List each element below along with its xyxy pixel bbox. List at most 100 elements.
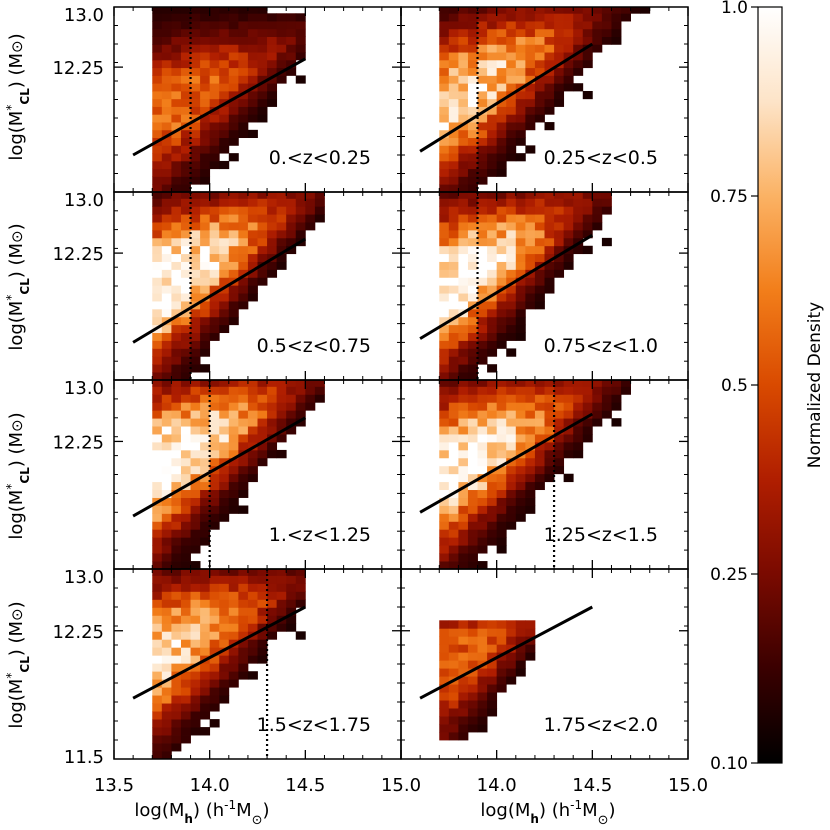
heatmap-cell: [180, 293, 191, 302]
heatmap-cell: [200, 106, 211, 115]
heatmap-cell: [152, 703, 163, 712]
heatmap-cell: [190, 647, 201, 656]
heatmap-cell: [554, 253, 565, 262]
x-tick-label: 15.0: [668, 775, 708, 796]
heatmap-cell: [458, 732, 469, 741]
heatmap-cell: [209, 481, 220, 491]
heatmap-cell: [267, 607, 278, 616]
heatmap-cell: [467, 529, 478, 538]
heatmap-cell: [477, 75, 488, 84]
heatmap-cell: [161, 380, 172, 387]
heatmap-cell: [458, 184, 469, 193]
heatmap-cell: [630, 7, 641, 14]
heatmap-cell: [477, 380, 488, 387]
heatmap-cell: [190, 176, 201, 185]
heatmap-cell: [190, 198, 201, 207]
heatmap-cell: [496, 245, 507, 255]
heatmap-cell: [525, 122, 536, 131]
heatmap-cell: [257, 583, 268, 592]
heatmap-cell: [448, 394, 459, 403]
heatmap-cell: [219, 457, 230, 467]
heatmap-cell: [276, 52, 287, 61]
heatmap-cell: [506, 59, 517, 69]
heatmap-cell: [200, 671, 211, 680]
heatmap-cell: [496, 145, 507, 154]
heatmap-cell: [171, 348, 182, 357]
heatmap-cell: [238, 441, 249, 451]
heatmap-cell: [573, 449, 584, 459]
heatmap-cell: [439, 214, 450, 223]
heatmap-cell: [152, 521, 163, 530]
heatmap-cell: [180, 727, 191, 736]
heatmap-cell: [219, 122, 230, 131]
heatmap-cell: [458, 441, 469, 451]
fit-line-panel-7: [132, 605, 307, 700]
heatmap-cell: [209, 316, 220, 326]
heatmap-panel-5: [152, 380, 325, 570]
heatmap-cell: [487, 364, 498, 373]
heatmap-cell: [171, 356, 182, 365]
heatmap-cell: [563, 434, 574, 443]
heatmap-cell: [209, 489, 220, 498]
heatmap-cell: [276, 44, 287, 53]
heatmap-cell: [200, 229, 211, 239]
heatmap-cell: [496, 44, 507, 53]
heatmap-cell: [295, 569, 306, 576]
heatmap-cell: [592, 21, 603, 30]
heatmap-cell: [171, 285, 182, 294]
heatmap-cell: [534, 394, 545, 403]
heatmap-cell: [573, 59, 584, 69]
heatmap-cell: [209, 269, 220, 278]
heatmap-cell: [171, 198, 182, 207]
heatmap-cell: [458, 553, 469, 562]
heatmap-cell: [152, 575, 163, 584]
heatmap-cell: [467, 434, 478, 443]
heatmap-cell: [238, 402, 249, 411]
heatmap-cell: [180, 222, 191, 231]
heatmap-cell: [525, 106, 536, 115]
heatmap-cell: [458, 708, 469, 717]
heatmap-cell: [200, 222, 211, 231]
heatmap-cell: [487, 457, 498, 467]
heatmap-cell: [171, 253, 182, 262]
heatmap-cell: [439, 668, 450, 677]
heatmap-cell: [458, 160, 469, 170]
heatmap-cell: [228, 441, 239, 451]
heatmap-cell: [554, 21, 565, 30]
heatmap-cell: [171, 114, 182, 123]
heatmap-cell: [582, 28, 593, 37]
heatmap-cell: [525, 441, 536, 451]
heatmap-cell: [180, 137, 191, 146]
heatmap-cell: [601, 380, 612, 387]
heatmap-cell: [448, 732, 459, 741]
heatmap-cell: [200, 513, 211, 522]
heatmap-cell: [247, 655, 258, 664]
heatmap-cell: [487, 620, 498, 629]
heatmap-cell: [152, 83, 163, 92]
heatmap-cell: [200, 214, 211, 223]
heatmap-cell: [506, 7, 517, 14]
heatmap-cell: [257, 114, 268, 123]
heatmap-cell: [467, 348, 478, 357]
heatmap-cell: [286, 615, 297, 624]
heatmap-cell: [544, 253, 555, 262]
heatmap-cell: [506, 513, 517, 522]
heatmap-cell: [238, 465, 249, 475]
heatmap-cell: [477, 59, 488, 69]
heatmap-cell: [477, 708, 488, 717]
heatmap-cell: [506, 192, 517, 199]
heatmap-cell: [515, 44, 526, 53]
heatmap-cell: [534, 481, 545, 491]
heatmap-cell: [458, 145, 469, 154]
heatmap-cell: [448, 13, 459, 22]
heatmap-cell: [238, 277, 249, 286]
heatmap-cell: [515, 106, 526, 115]
heatmap-cell: [563, 394, 574, 403]
heatmap-cell: [439, 222, 450, 231]
heatmap-cell: [544, 75, 555, 84]
heatmap-cell: [180, 607, 191, 616]
heatmap-cell: [448, 364, 459, 373]
heatmap-cell: [228, 449, 239, 459]
heatmap-cell: [171, 561, 182, 570]
